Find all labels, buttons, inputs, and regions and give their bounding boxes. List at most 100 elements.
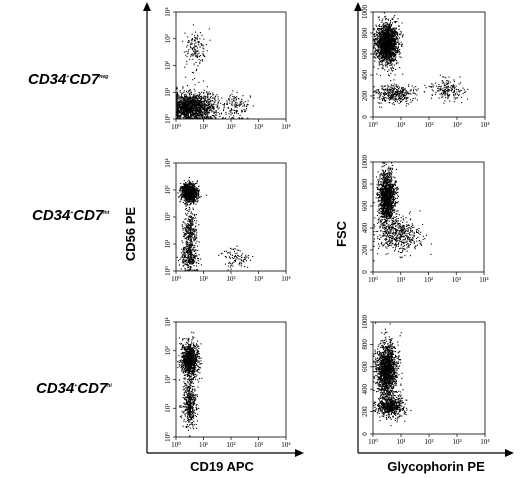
data-point	[178, 105, 180, 107]
data-point	[393, 40, 395, 42]
data-point	[391, 45, 393, 47]
data-point	[401, 92, 403, 94]
data-point	[189, 260, 191, 262]
data-point	[388, 91, 390, 93]
data-point	[397, 91, 399, 93]
data-point	[235, 110, 237, 112]
data-point	[184, 105, 186, 107]
data-point	[375, 38, 377, 40]
data-point	[395, 95, 397, 97]
right-x-arrow	[505, 449, 514, 457]
data-point	[192, 185, 194, 187]
data-point	[193, 101, 195, 103]
data-point	[236, 91, 238, 93]
data-point	[195, 61, 197, 63]
data-point	[189, 97, 191, 99]
data-point	[400, 100, 402, 102]
data-point	[219, 113, 221, 115]
data-point	[388, 58, 390, 60]
data-point	[393, 102, 395, 104]
data-point	[385, 33, 387, 35]
data-point	[384, 62, 386, 64]
data-point	[440, 85, 442, 87]
data-point	[201, 105, 203, 107]
data-point	[187, 104, 189, 106]
data-point	[200, 106, 202, 108]
data-point	[187, 187, 189, 189]
data-point	[185, 182, 187, 184]
data-point	[385, 28, 387, 30]
data-point	[184, 200, 186, 202]
data-point	[380, 57, 382, 59]
data-point	[185, 114, 187, 116]
data-point	[204, 117, 206, 119]
data-point	[234, 109, 236, 111]
data-point	[205, 114, 207, 116]
data-point	[384, 64, 386, 66]
data-point	[453, 91, 455, 93]
data-point	[387, 27, 389, 29]
data-point	[203, 99, 205, 101]
data-point	[212, 105, 214, 107]
data-point	[393, 40, 395, 42]
data-point	[198, 102, 200, 104]
data-point	[186, 100, 188, 102]
data-point	[194, 40, 196, 42]
data-point	[194, 39, 196, 41]
data-point	[401, 89, 403, 91]
data-point	[377, 41, 379, 43]
data-point	[177, 113, 179, 115]
data-point	[193, 189, 195, 191]
data-point	[450, 86, 452, 88]
data-point	[445, 77, 447, 79]
data-point	[194, 95, 196, 97]
data-point	[391, 92, 393, 94]
data-point	[385, 25, 387, 27]
data-point	[194, 105, 196, 107]
data-point	[186, 60, 188, 62]
data-point	[394, 58, 396, 60]
data-point	[387, 40, 389, 42]
data-point	[188, 49, 190, 51]
data-point	[215, 117, 217, 119]
data-point	[393, 43, 395, 45]
data-point	[410, 99, 412, 101]
data-point	[395, 37, 397, 39]
data-point	[379, 38, 381, 40]
data-point	[184, 208, 186, 210]
data-point	[379, 64, 381, 66]
data-point	[204, 105, 206, 107]
data-point	[412, 98, 414, 100]
data-point	[390, 56, 392, 58]
data-point	[208, 107, 210, 109]
data-point	[403, 89, 405, 91]
data-point	[205, 96, 207, 98]
data-point	[179, 114, 181, 116]
data-point	[178, 100, 180, 102]
data-point	[376, 89, 378, 91]
data-point	[399, 51, 401, 53]
data-point	[388, 45, 390, 47]
data-point	[402, 95, 404, 97]
data-point	[383, 91, 385, 93]
data-point	[198, 96, 200, 98]
data-point	[416, 90, 418, 92]
data-point	[445, 93, 447, 95]
data-point	[194, 183, 196, 185]
data-point	[385, 64, 387, 66]
data-point	[387, 63, 389, 65]
data-point	[189, 108, 191, 110]
data-point	[387, 23, 389, 25]
data-point	[177, 192, 179, 194]
data-point	[190, 222, 192, 224]
data-point	[383, 57, 385, 59]
data-point	[221, 97, 223, 99]
data-point	[435, 82, 437, 84]
data-point	[182, 195, 184, 197]
data-point	[384, 49, 386, 51]
data-point	[387, 59, 389, 61]
data-point	[380, 53, 382, 55]
data-point	[382, 87, 384, 89]
data-point	[186, 104, 188, 106]
data-point	[183, 114, 185, 116]
